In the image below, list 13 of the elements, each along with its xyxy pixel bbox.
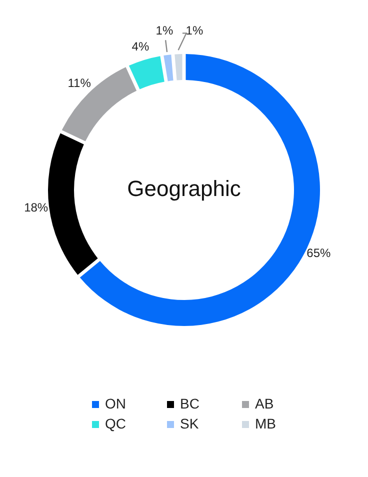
text: Geographic xyxy=(127,176,241,201)
data-label: 65% xyxy=(306,246,331,260)
legend-label: SK xyxy=(180,416,200,432)
legend-label: QC xyxy=(105,416,126,432)
data-label: 18% xyxy=(24,200,48,214)
legend-label: AB xyxy=(255,396,274,412)
data-label: 11% xyxy=(68,76,92,90)
legend-label: BC xyxy=(180,396,200,412)
data-label: 1% xyxy=(156,23,174,38)
legend-label: MB xyxy=(255,416,276,432)
legend-label: ON xyxy=(105,396,126,412)
data-label: 4% xyxy=(132,40,150,54)
data-label: 1% xyxy=(186,23,204,38)
